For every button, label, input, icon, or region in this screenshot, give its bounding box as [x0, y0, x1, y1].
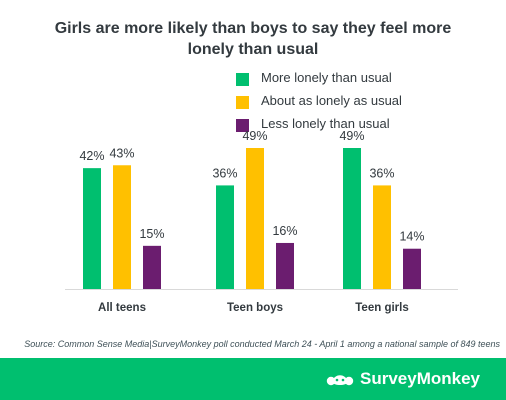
chart-title-line-2: lonely than usual — [187, 41, 319, 58]
category-label-teen-boys: Teen boys — [227, 302, 283, 314]
brand-logo: SurveyMonkey — [326, 366, 480, 392]
data-label-teen-girls-about-as-lonely-as-usual: 36% — [369, 166, 394, 180]
category-label-teen-girls: Teen girls — [355, 302, 408, 314]
bar-teen-girls-more-lonely-than-usual — [343, 148, 361, 289]
legend-swatch-less-lonely — [236, 119, 249, 132]
legend-swatch-about-as-lonely — [236, 96, 249, 109]
data-label-all-teens-more-lonely-than-usual: 42% — [79, 149, 104, 163]
chart-title-line-1: Girls are more likely than boys to say t… — [54, 20, 452, 37]
bar-all-teens-about-as-lonely-as-usual — [113, 165, 131, 289]
bar-teen-girls-about-as-lonely-as-usual — [373, 185, 391, 289]
legend-label-about-as-lonely: About as lonely as usual — [261, 93, 402, 108]
bar-teen-boys-about-as-lonely-as-usual — [246, 148, 264, 289]
data-label-all-teens-less-lonely-than-usual: 15% — [139, 227, 164, 241]
chart-title: Girls are more likely than boys to say t… — [0, 18, 506, 60]
legend-label-less-lonely: Less lonely than usual — [261, 116, 390, 131]
data-label-teen-boys-about-as-lonely-as-usual: 49% — [242, 129, 267, 143]
category-label-all-teens: All teens — [98, 302, 146, 314]
data-label-teen-boys-less-lonely-than-usual: 16% — [272, 224, 297, 238]
bar-all-teens-less-lonely-than-usual — [143, 245, 161, 289]
bar-teen-boys-less-lonely-than-usual — [276, 242, 294, 289]
legend-swatch-more-lonely — [236, 73, 249, 86]
brand-name: SurveyMonkey — [360, 369, 480, 388]
data-label-teen-girls-less-lonely-than-usual: 14% — [399, 230, 424, 244]
surveymonkey-logo-icon — [326, 375, 354, 386]
bar-chart: 42% 43% 15% All teens 36% 49% 16% Teen boys 49% 3… — [65, 129, 458, 314]
bar-teen-boys-more-lonely-than-usual — [216, 185, 234, 289]
data-label-teen-boys-more-lonely-than-usual: 36% — [212, 166, 237, 180]
footer-bar: SurveyMonkey — [0, 358, 506, 400]
data-label-all-teens-about-as-lonely-as-usual: 43% — [109, 146, 134, 160]
bar-all-teens-more-lonely-than-usual — [83, 168, 101, 289]
legend-label-more-lonely: More lonely than usual — [261, 70, 392, 85]
bar-teen-girls-less-lonely-than-usual — [403, 248, 421, 289]
source-note: Source: Common Sense Media|SurveyMonkey … — [24, 339, 500, 349]
data-label-teen-girls-more-lonely-than-usual: 49% — [339, 129, 364, 143]
